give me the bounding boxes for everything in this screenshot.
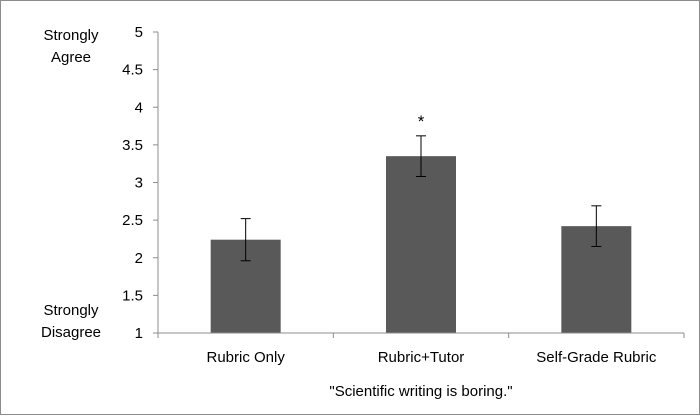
x-tick-label: Rubric+Tutor [378, 349, 465, 366]
y-anchor-top-line-2: Agree [51, 49, 91, 66]
y-tick-label: 1 [135, 325, 143, 342]
y-tick-label: 3 [135, 175, 143, 192]
x-tick-label: Rubric Only [206, 349, 285, 366]
y-axis: 1 1.5 2 2.5 3 3.5 4 4.5 5 [122, 24, 159, 342]
y-anchor-bottom-line-1: Strongly [43, 302, 99, 319]
error-bars: * [240, 112, 602, 262]
significance-marker: * [418, 112, 425, 131]
y-tick-label: 4 [135, 99, 143, 116]
bars [210, 156, 632, 333]
y-tick-label: 2 [135, 250, 143, 267]
x-axis: Rubric Only Rubric+Tutor Self-Grade Rubric [157, 332, 685, 366]
x-tick-label: Self-Grade Rubric [536, 349, 657, 366]
y-tick-label: 1.5 [122, 287, 143, 304]
bar [386, 156, 456, 333]
y-tick-label: 2.5 [122, 212, 143, 229]
x-axis-title: "Scientific writing is boring." [329, 383, 512, 400]
y-tick-label: 5 [135, 24, 143, 41]
y-tick-label: 3.5 [122, 137, 143, 154]
y-tick-label: 4.5 [122, 62, 143, 79]
y-anchor-top-line-1: Strongly [43, 27, 99, 44]
y-anchor-bottom-line-2: Disagree [41, 324, 101, 341]
